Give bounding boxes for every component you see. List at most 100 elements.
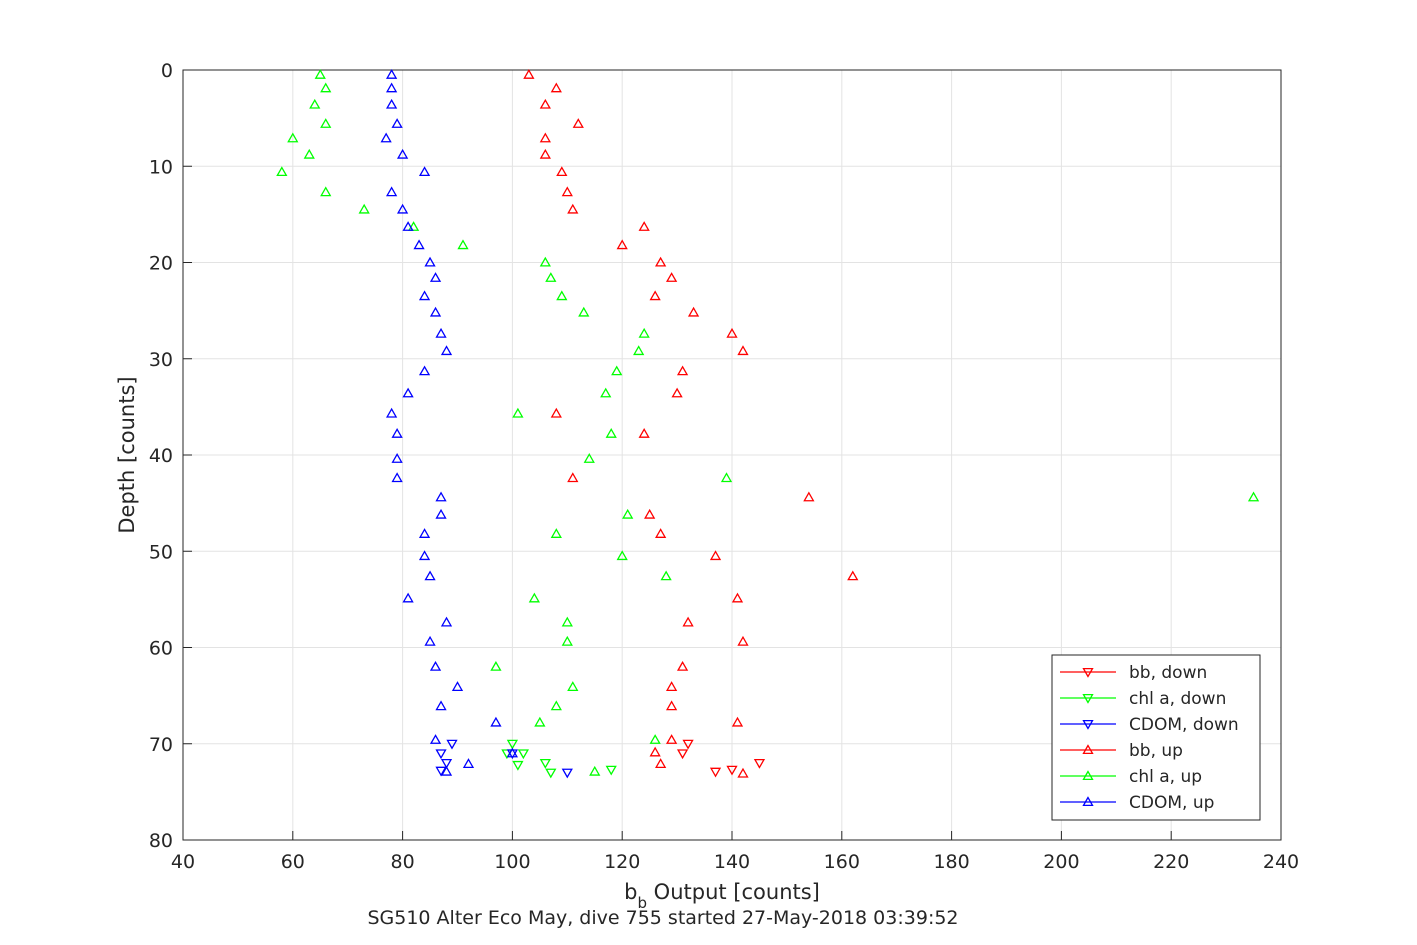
data-point xyxy=(462,758,475,768)
data-point xyxy=(396,148,409,159)
data-point xyxy=(676,365,689,376)
legend-marker xyxy=(1082,744,1094,755)
x-tick-label: 220 xyxy=(1153,851,1189,873)
data-point xyxy=(655,256,667,267)
x-tick-label: 180 xyxy=(933,851,969,873)
data-point xyxy=(418,365,431,376)
data-point xyxy=(407,221,420,231)
legend-entry-label: chl a, up xyxy=(1129,767,1202,787)
data-point xyxy=(545,272,557,282)
data-point xyxy=(320,82,332,93)
x-tick-label: 240 xyxy=(1263,851,1299,873)
data-point xyxy=(435,749,447,760)
x-tick-label: 40 xyxy=(171,851,195,873)
data-point xyxy=(429,660,442,671)
data-point xyxy=(665,734,678,744)
data-point xyxy=(605,765,617,776)
data-point xyxy=(847,570,859,581)
data-point xyxy=(440,345,453,356)
data-point xyxy=(561,186,573,197)
data-point xyxy=(550,82,562,93)
data-point xyxy=(451,681,464,691)
data-point xyxy=(616,550,628,561)
data-point xyxy=(539,256,551,267)
data-marks xyxy=(276,69,1260,779)
data-point xyxy=(649,734,661,744)
data-point xyxy=(287,132,299,143)
data-point xyxy=(655,758,667,768)
data-point xyxy=(385,98,398,109)
data-point xyxy=(506,747,519,758)
legend-entry-label: CDOM, down xyxy=(1129,715,1239,735)
data-point xyxy=(638,327,650,338)
data-point xyxy=(320,186,332,197)
data-point xyxy=(644,508,656,519)
legend-entry-label: CDOM, up xyxy=(1129,793,1214,813)
y-tick-label: 10 xyxy=(149,156,173,178)
data-point xyxy=(424,256,436,267)
data-point xyxy=(402,592,414,603)
data-point xyxy=(429,306,442,317)
data-point xyxy=(435,766,447,777)
data-point xyxy=(550,528,562,538)
data-point xyxy=(385,69,398,79)
legend-marker xyxy=(1082,693,1094,704)
data-point xyxy=(561,768,573,779)
legend-marker xyxy=(1082,667,1094,678)
data-point xyxy=(556,290,568,301)
data-point xyxy=(385,82,398,93)
data-point xyxy=(534,716,546,727)
data-point xyxy=(737,345,749,356)
data-point xyxy=(385,186,398,197)
data-point xyxy=(380,132,392,143)
data-point xyxy=(424,570,436,581)
series-0 xyxy=(676,739,766,778)
data-point xyxy=(556,166,568,177)
data-point xyxy=(402,387,414,398)
data-point xyxy=(671,387,683,398)
data-point xyxy=(709,550,722,561)
data-point xyxy=(583,453,595,463)
data-point xyxy=(440,765,453,776)
data-point xyxy=(385,407,398,418)
x-axis-label-symbol: b xyxy=(624,880,637,904)
series-5 xyxy=(380,69,519,776)
data-point xyxy=(731,716,744,727)
data-point xyxy=(309,98,321,109)
data-point xyxy=(435,491,447,502)
data-point xyxy=(418,550,431,561)
data-point xyxy=(314,69,326,79)
data-point xyxy=(429,734,442,744)
data-point xyxy=(616,239,628,250)
x-tick-label: 80 xyxy=(391,851,415,873)
data-point xyxy=(424,635,436,646)
y-tick-label: 60 xyxy=(149,638,173,660)
x-tick-label: 160 xyxy=(824,851,860,873)
data-point xyxy=(649,746,661,757)
data-point xyxy=(676,749,689,760)
legend-entry-label: bb, down xyxy=(1129,663,1207,683)
data-point xyxy=(803,491,815,502)
legend-marker xyxy=(1082,719,1094,730)
y-tick-label: 80 xyxy=(149,830,173,852)
data-point xyxy=(303,148,315,159)
x-tick-label: 100 xyxy=(494,851,530,873)
data-point xyxy=(440,616,453,627)
data-point xyxy=(391,118,403,128)
data-point xyxy=(391,472,403,483)
data-point xyxy=(737,767,749,778)
x-tick-label: 120 xyxy=(604,851,640,873)
data-point xyxy=(517,749,530,760)
data-point xyxy=(611,365,623,376)
data-point xyxy=(402,221,414,231)
data-point xyxy=(435,327,447,338)
data-point xyxy=(435,508,447,519)
data-point xyxy=(660,570,672,581)
axis-ticks: 40 60 80 100 120 140 160 180 200 220 240 0 10 20 30 40 5… xyxy=(149,60,1299,873)
y-tick-label: 0 xyxy=(161,60,173,82)
y-tick-label: 30 xyxy=(149,349,173,371)
data-point xyxy=(600,387,612,398)
data-point xyxy=(649,290,661,301)
data-point xyxy=(561,635,573,646)
